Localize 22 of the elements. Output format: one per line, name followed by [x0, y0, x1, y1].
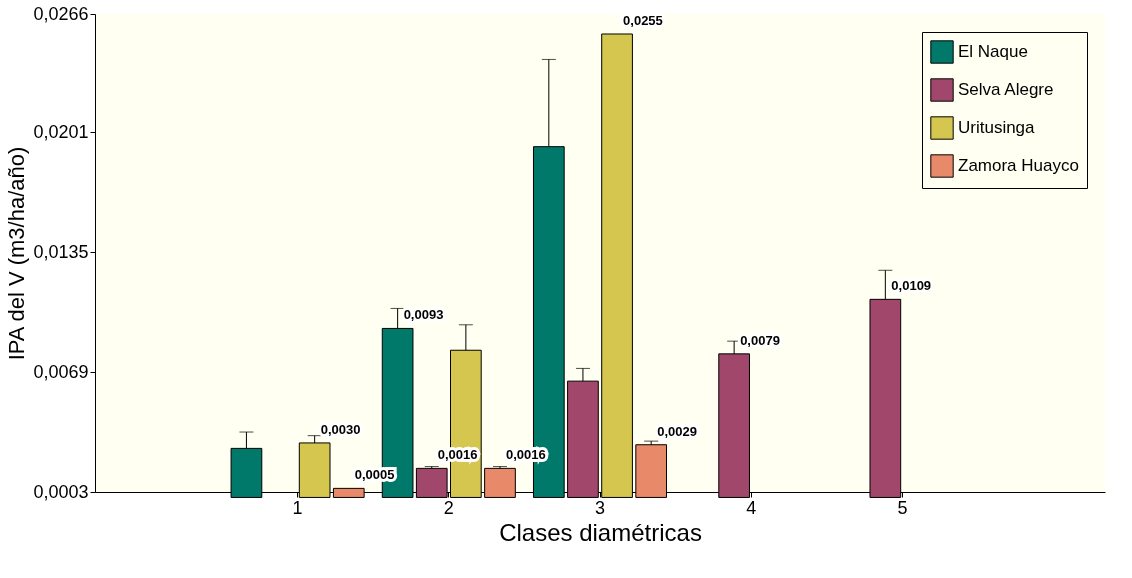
- y-tick-label: 0,0201: [33, 121, 89, 142]
- data-label: 0,0030: [320, 421, 361, 437]
- legend-label: Selva Alegre: [958, 80, 1054, 99]
- y-axis-title: IPA del V (m3/ha/año): [4, 146, 30, 361]
- y-tick-label: 0,0069: [33, 361, 89, 382]
- legend-label: Uritusinga: [958, 118, 1036, 137]
- y-tick-label: 0,0266: [33, 3, 89, 24]
- legend-label: El Naque: [958, 42, 1028, 61]
- x-tick-label: 4: [746, 497, 757, 518]
- x-tick-label: 5: [897, 497, 908, 518]
- x-tick-label: 3: [594, 497, 606, 518]
- data-label: 0,0109: [891, 278, 932, 294]
- data-label: 0,0093: [403, 307, 444, 323]
- data-label: 0,0079: [740, 332, 780, 348]
- data-label: 0,0255: [623, 12, 663, 28]
- y-tick-label: 0,0135: [33, 241, 89, 262]
- legend-label: Zamora Huayco: [958, 156, 1079, 175]
- y-tick-label: 0,0003: [33, 481, 89, 502]
- data-label: 0,0029: [657, 423, 697, 439]
- x-axis-title: Clases diamétricas: [499, 518, 702, 546]
- x-tick-label: 2: [443, 497, 454, 518]
- x-tick-label: 1: [292, 497, 303, 518]
